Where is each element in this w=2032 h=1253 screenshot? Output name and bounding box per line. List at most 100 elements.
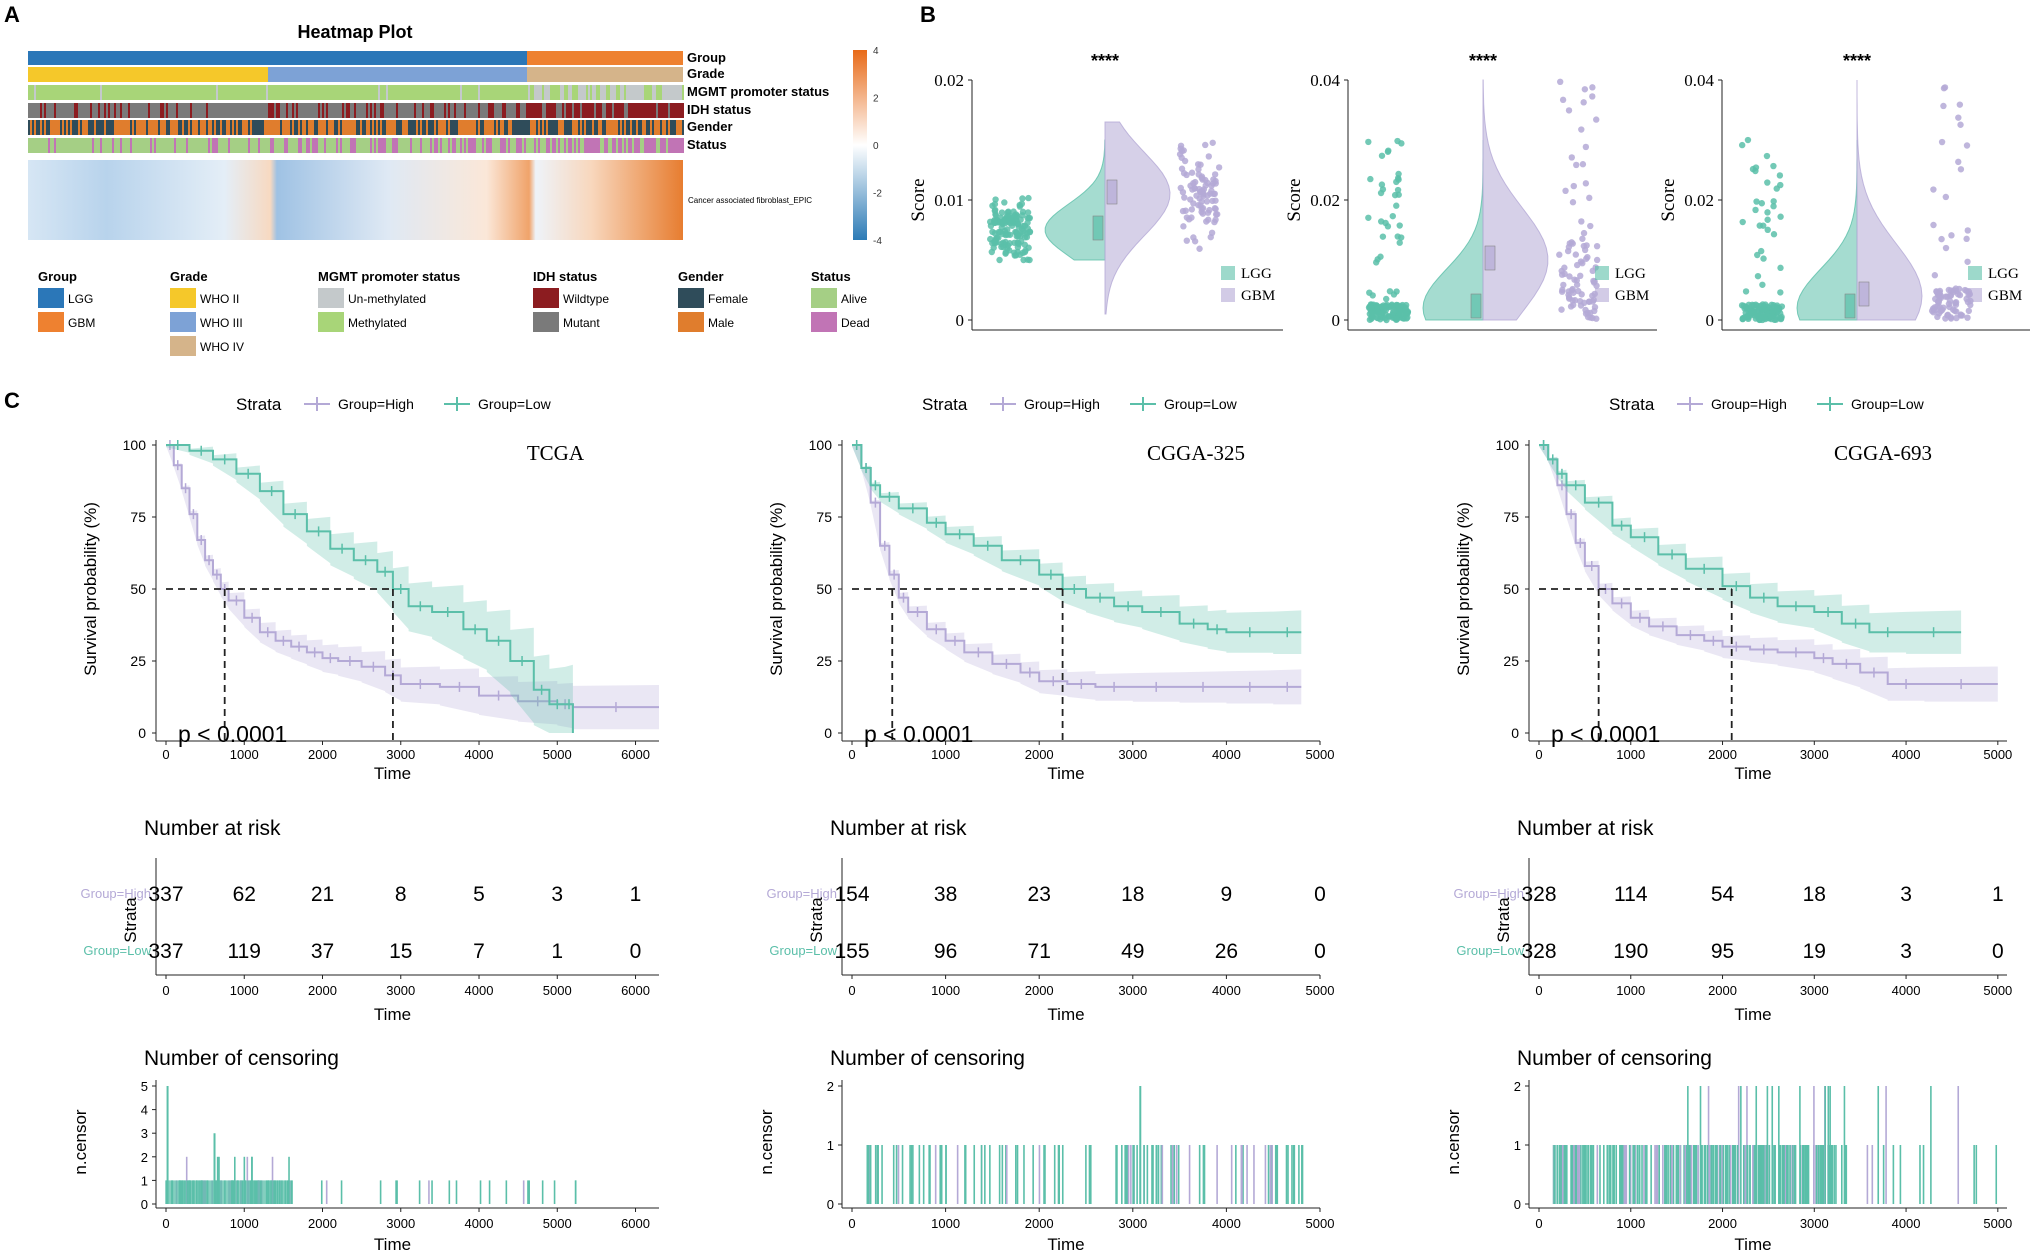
risk-title: Number at risk xyxy=(144,817,281,840)
risk-count-high: 1 xyxy=(1992,883,2004,906)
track-mgmt-cell xyxy=(570,85,572,100)
data-point xyxy=(1001,199,1008,206)
track-gender-cell xyxy=(164,120,166,135)
heatmap-title: Heatmap Plot xyxy=(297,22,412,42)
track-status-cell xyxy=(198,138,200,153)
track-status-cell xyxy=(188,138,190,153)
track-status-cell xyxy=(144,138,146,153)
track-idh-cell xyxy=(436,103,438,118)
x-axis-label: Time xyxy=(374,764,411,783)
data-point xyxy=(1770,301,1777,309)
track-idh-cell xyxy=(408,103,410,118)
track-mgmt-cell xyxy=(336,85,338,100)
track-status-cell xyxy=(632,138,634,153)
track-idh-cell xyxy=(628,103,630,118)
track-mgmt-cell xyxy=(504,85,506,100)
track-status-cell xyxy=(578,138,580,153)
track-idh-cell xyxy=(422,103,424,118)
track-idh-cell xyxy=(296,103,298,118)
track-gender-cell xyxy=(354,120,356,135)
legend-swatch xyxy=(1595,288,1609,302)
y-tick-label: 25 xyxy=(1503,653,1519,669)
track-status-cell xyxy=(344,138,346,153)
track-mgmt-cell xyxy=(512,85,514,100)
track-idh-cell xyxy=(474,103,476,118)
track-idh-cell xyxy=(526,103,528,118)
data-point xyxy=(1578,218,1585,225)
legend-label: GBM xyxy=(1615,288,1649,304)
track-status-cell xyxy=(270,138,272,153)
track-idh-cell xyxy=(604,103,606,118)
track-gender-cell xyxy=(428,120,430,135)
track-status-cell xyxy=(280,138,282,153)
track-status-cell xyxy=(98,138,100,153)
track-idh-cell xyxy=(356,103,358,118)
track-gender-cell xyxy=(100,120,102,135)
track-status-cell xyxy=(570,138,572,153)
track-mgmt-cell xyxy=(432,85,434,100)
track-mgmt-cell xyxy=(326,85,328,100)
track-status-cell xyxy=(266,138,268,153)
track-idh-cell xyxy=(314,103,316,118)
track-status-cell xyxy=(84,138,86,153)
track-gender-cell xyxy=(180,120,182,135)
track-gender-cell xyxy=(372,120,374,135)
track-gender-cell xyxy=(194,120,196,135)
track-gender-cell xyxy=(550,120,552,135)
track-gender-cell xyxy=(54,120,56,135)
track-status-cell xyxy=(476,138,478,153)
track-status-cell xyxy=(330,138,332,153)
data-point xyxy=(1384,223,1392,230)
track-status-cell xyxy=(468,138,470,153)
track-status-cell xyxy=(182,138,184,153)
track-status-cell xyxy=(660,138,662,153)
data-point xyxy=(1565,107,1573,114)
track-status-cell xyxy=(158,138,160,153)
track-idh-cell xyxy=(274,103,276,118)
data-point xyxy=(1190,200,1197,207)
track-idh-cell xyxy=(394,103,396,118)
track-gender-cell xyxy=(72,120,74,135)
track-mgmt-cell xyxy=(214,85,216,100)
track-mgmt-cell xyxy=(572,85,574,100)
track-idh-cell xyxy=(208,103,210,118)
violin-gbm xyxy=(1104,121,1171,315)
track-mgmt-cell xyxy=(460,85,462,100)
track-gender-cell xyxy=(446,120,448,135)
track-gender-cell xyxy=(582,120,584,135)
track-idh-cell xyxy=(170,103,172,118)
track-status-cell xyxy=(668,138,670,153)
data-point xyxy=(1753,198,1760,205)
track-idh-cell xyxy=(676,103,678,118)
track-gender-cell xyxy=(674,120,676,135)
track-gender-cell xyxy=(682,120,684,135)
track-status-cell xyxy=(324,138,326,153)
track-mgmt-cell xyxy=(324,85,326,100)
track-idh-cell xyxy=(508,103,510,118)
track-status-cell xyxy=(106,138,108,153)
risk-x-tick-label: 5000 xyxy=(1306,983,1335,998)
data-point xyxy=(1202,141,1209,149)
track-mgmt-cell xyxy=(94,85,96,100)
track-idh-cell xyxy=(144,103,146,118)
track-idh-cell xyxy=(194,103,196,118)
track-gender-cell xyxy=(382,120,384,135)
track-idh-cell xyxy=(402,103,404,118)
track-status-cell xyxy=(54,138,56,153)
track-idh-cell xyxy=(160,103,162,118)
data-point xyxy=(1002,249,1009,256)
track-mgmt-cell xyxy=(138,85,140,100)
track-gender-cell xyxy=(522,120,524,135)
track-idh-cell xyxy=(50,103,52,118)
track-gender-cell xyxy=(170,120,172,135)
track-gender-cell xyxy=(314,120,316,135)
track-gender-cell xyxy=(36,120,38,135)
track-mgmt-cell xyxy=(558,85,560,100)
data-point xyxy=(1593,315,1600,322)
track-idh-cell xyxy=(210,103,212,118)
track-status-cell xyxy=(478,138,480,153)
track-idh-cell xyxy=(92,103,94,118)
track-mgmt-cell xyxy=(92,85,94,100)
risk-x-tick-label: 0 xyxy=(1535,983,1542,998)
